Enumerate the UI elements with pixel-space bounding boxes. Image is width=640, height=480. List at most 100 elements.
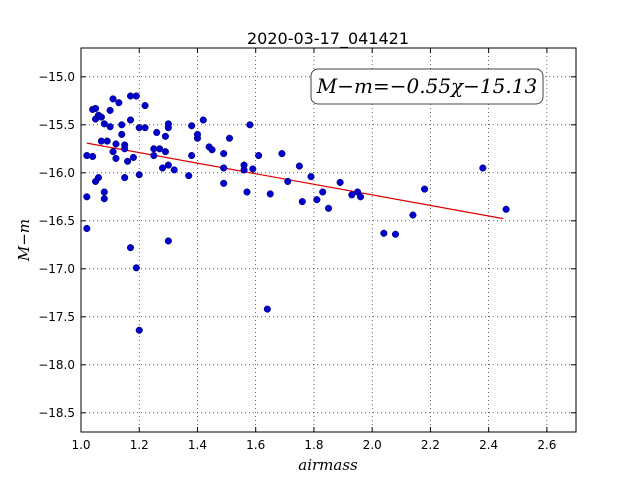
plot-area-frame xyxy=(80,47,577,433)
x-tick-label: 1.4 xyxy=(188,438,207,452)
data-point xyxy=(199,116,207,124)
data-point xyxy=(208,146,216,154)
data-point xyxy=(246,121,254,129)
x-tick-label: 2.2 xyxy=(421,438,440,452)
data-point xyxy=(106,123,114,131)
y-tick-label: −17.0 xyxy=(38,262,75,276)
data-point xyxy=(83,151,91,160)
data-point xyxy=(188,122,196,130)
data-point xyxy=(141,124,149,132)
data-point xyxy=(313,196,321,204)
data-point xyxy=(348,191,356,199)
data-point xyxy=(118,121,126,129)
x-tick-label: 2.4 xyxy=(479,438,498,452)
data-point xyxy=(409,211,417,219)
data-point xyxy=(164,237,172,245)
data-point xyxy=(89,152,97,161)
data-point xyxy=(220,164,228,172)
data-point xyxy=(112,154,120,162)
data-point xyxy=(132,92,140,100)
data-point xyxy=(502,205,510,213)
y-tick-label: −16.0 xyxy=(38,166,75,180)
data-point xyxy=(97,113,105,121)
x-tick-label: 1.6 xyxy=(246,438,265,452)
data-point xyxy=(161,132,169,140)
data-point xyxy=(126,116,135,124)
annotation-box: M−m=−0.55χ−15.13 xyxy=(310,68,544,105)
y-tick-label: −18.0 xyxy=(38,358,75,372)
data-point xyxy=(100,120,108,128)
data-point xyxy=(83,193,91,201)
data-point xyxy=(263,305,271,313)
data-point xyxy=(161,148,169,156)
data-point xyxy=(185,172,193,180)
x-tick-label: 2.6 xyxy=(537,438,556,452)
data-point xyxy=(112,140,120,148)
data-point xyxy=(220,150,228,158)
chart-title: 2020-03-17_041421 xyxy=(247,29,409,49)
data-point xyxy=(298,198,306,206)
data-point xyxy=(92,104,100,113)
x-tick-label: 1.2 xyxy=(130,438,149,452)
data-point xyxy=(240,166,248,174)
data-point xyxy=(115,99,123,107)
data-point xyxy=(266,190,274,198)
y-tick-label: −15.0 xyxy=(38,70,75,84)
data-point xyxy=(225,134,234,142)
data-point xyxy=(421,185,429,193)
y-tick-label: −18.5 xyxy=(38,406,75,420)
x-tick-label: 1.8 xyxy=(304,438,323,452)
data-point xyxy=(255,151,263,160)
data-point xyxy=(295,162,303,170)
data-point xyxy=(150,151,158,160)
axis-ticks: 1.0 1.2 1.4 1.6 1.8 2.0 2.2 2.4 2.6 −15.0 −15.5 −16… xyxy=(38,48,576,452)
x-axis-label: airmass xyxy=(298,456,358,474)
data-point xyxy=(158,164,167,172)
data-point xyxy=(129,153,137,161)
data-point xyxy=(83,224,91,233)
data-point xyxy=(94,174,103,182)
data-point xyxy=(109,95,117,103)
data-point xyxy=(249,165,257,173)
x-tick-label: 2.0 xyxy=(363,438,382,452)
data-point xyxy=(135,171,143,179)
data-point xyxy=(156,145,164,153)
data-point xyxy=(284,177,292,185)
data-point xyxy=(336,178,344,186)
data-point xyxy=(126,244,135,252)
data-point xyxy=(188,151,196,160)
grid-lines xyxy=(80,48,576,432)
data-point xyxy=(135,326,143,334)
y-axis-label: M−m xyxy=(15,219,33,262)
data-point xyxy=(109,148,117,156)
data-point xyxy=(479,164,487,172)
data-point xyxy=(164,161,172,169)
data-point xyxy=(193,130,202,138)
fit-equation: M−m=−0.55χ−15.13 xyxy=(316,74,537,98)
x-tick-label: 1.0 xyxy=(71,438,90,452)
y-tick-label: −15.5 xyxy=(38,118,75,132)
data-point xyxy=(278,150,286,158)
data-point xyxy=(356,193,365,201)
data-point xyxy=(100,188,108,196)
data-point xyxy=(170,166,178,174)
data-point xyxy=(118,130,126,138)
data-point xyxy=(153,128,161,137)
data-point xyxy=(141,102,149,110)
data-point xyxy=(100,195,108,203)
data-point xyxy=(164,120,172,128)
data-points xyxy=(83,92,510,334)
data-point xyxy=(121,145,129,153)
data-point xyxy=(121,174,129,182)
y-tick-label: −17.5 xyxy=(38,310,75,324)
data-point xyxy=(220,179,228,187)
y-tick-label: −16.5 xyxy=(38,214,75,228)
data-point xyxy=(324,204,333,212)
data-point xyxy=(391,230,400,238)
data-point xyxy=(243,188,251,196)
data-point xyxy=(132,264,140,272)
data-point xyxy=(124,157,132,165)
data-point xyxy=(380,229,388,237)
annotation-frame xyxy=(310,68,544,105)
